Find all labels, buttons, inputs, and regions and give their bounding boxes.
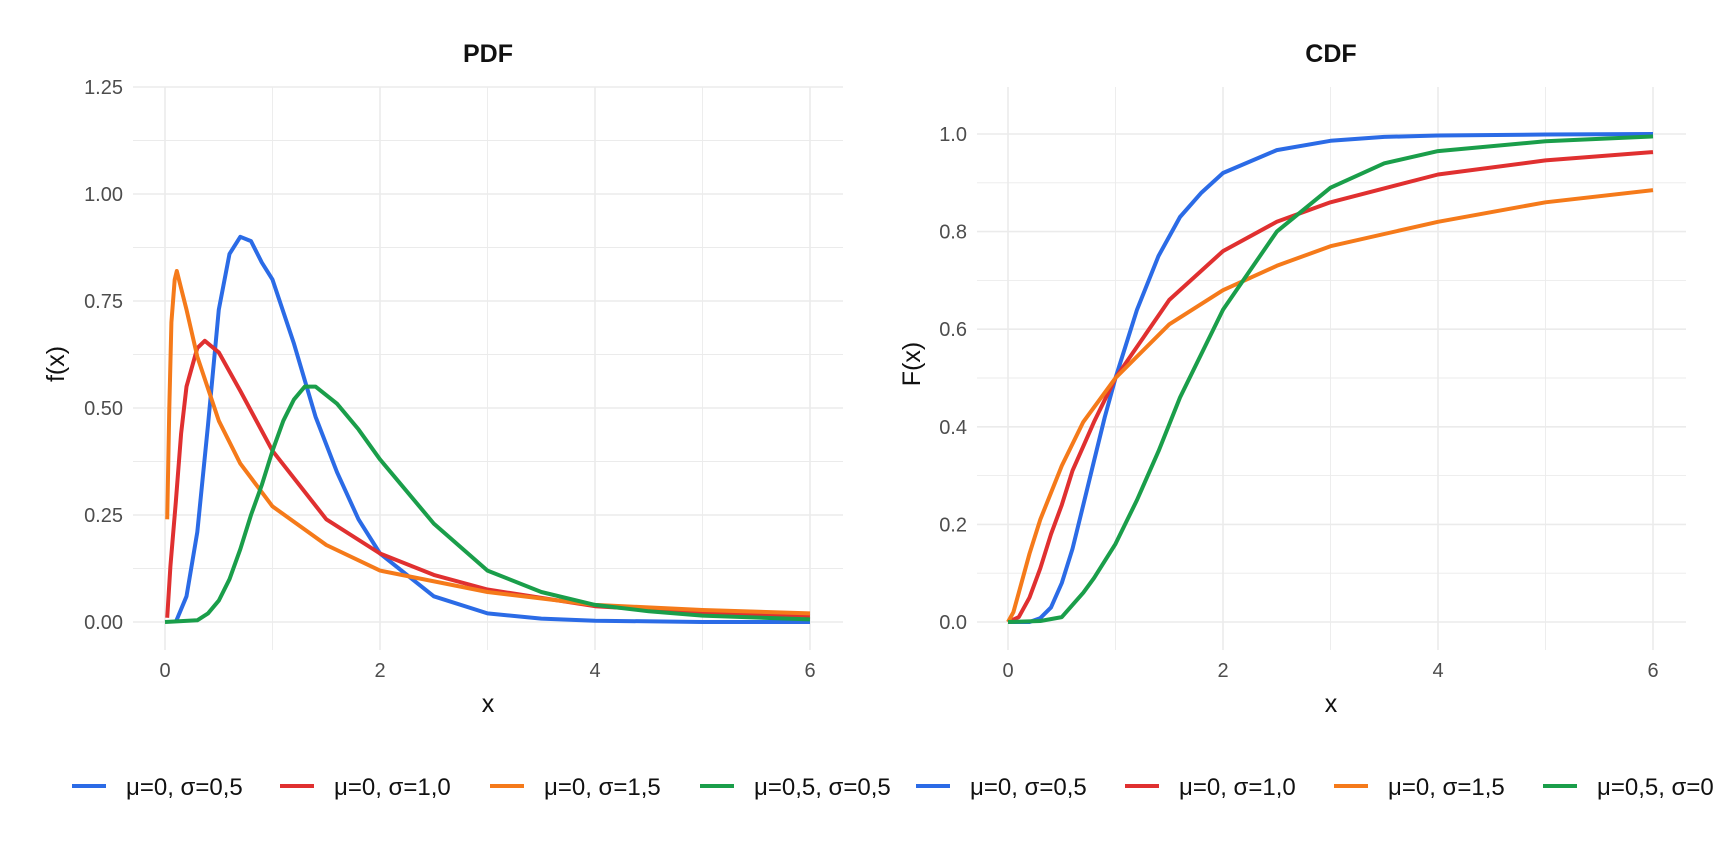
cdf-x-tick-label: 2 [1217,660,1228,682]
cdf-chart-title: CDF [1305,40,1356,68]
pdf-series-line-1 [173,234,810,624]
pdf-y-tick-label: 0.25 [84,505,123,527]
pdf-x-tick-label: 4 [589,660,600,682]
pdf-x-tick-label: 2 [374,660,385,682]
cdf-x-tick-label: 6 [1647,660,1658,682]
pdf-x-axis-label: x [482,690,495,718]
legend-label-2: μ=0, σ=1,0 [334,774,451,801]
pdf-y-axis-label: f(x) [42,346,70,382]
legend-label-3: μ=0, σ=1,5 [544,774,661,801]
legend-label-7: μ=0, σ=1,5 [1388,774,1505,801]
cdf-x-tick-label: 4 [1432,660,1443,682]
cdf-x-axis-label: x [1325,690,1338,718]
cdf-y-tick-label: 0.8 [939,222,967,244]
cdf-series-line-1 [1008,132,1654,624]
legend-label-5: μ=0, σ=0,5 [970,774,1087,801]
legend: μ=0, σ=0,5 μ=0, σ=1,0 μ=0, σ=1,5 μ=0,5, σ=0… [72,774,1714,801]
pdf-y-tick-label: 1.00 [84,184,123,206]
pdf-chart-title: PDF [463,40,513,68]
cdf-y-tick-label: 0.0 [939,612,967,634]
cdf-y-tick-label: 0.4 [939,417,967,439]
pdf-x-tick-label: 0 [159,660,170,682]
cdf-series-line-4 [1007,134,1654,624]
pdf-y-tick-label: 0.50 [84,398,123,420]
legend-label-8: μ=0,5, σ=0 [1597,774,1714,801]
cdf-y-tick-label: 0.2 [939,514,967,536]
cdf-x-tick-label: 0 [1002,660,1013,682]
legend-label-1: μ=0, σ=0,5 [126,774,243,801]
cdf-series-line-3 [1006,188,1654,623]
cdf-panel: CDF 0 2 4 6 0.0 0.2 0.4 0.6 0.8 1.0 x F(x) [898,40,1686,718]
pdf-y-tick-label: 0.00 [84,612,123,634]
legend-label-4: μ=0,5, σ=0,5 [754,774,891,801]
pdf-series-line-3 [165,269,811,616]
cdf-y-tick-label: 0.6 [939,319,967,341]
cdf-y-axis-label: F(x) [898,342,926,386]
pdf-y-tick-label: 0.75 [84,291,123,313]
pdf-series-line-4 [164,384,811,624]
pdf-panel: PDF 0 2 4 6 0.00 0.25 0.50 0.75 1.00 1.25 x f(x) [42,40,843,718]
pdf-y-tick-label: 1.25 [84,77,123,99]
pdf-x-tick-label: 6 [804,660,815,682]
cdf-series-line-2 [1007,150,1654,624]
legend-label-6: μ=0, σ=1,0 [1179,774,1296,801]
cdf-y-tick-label: 1.0 [939,124,967,146]
